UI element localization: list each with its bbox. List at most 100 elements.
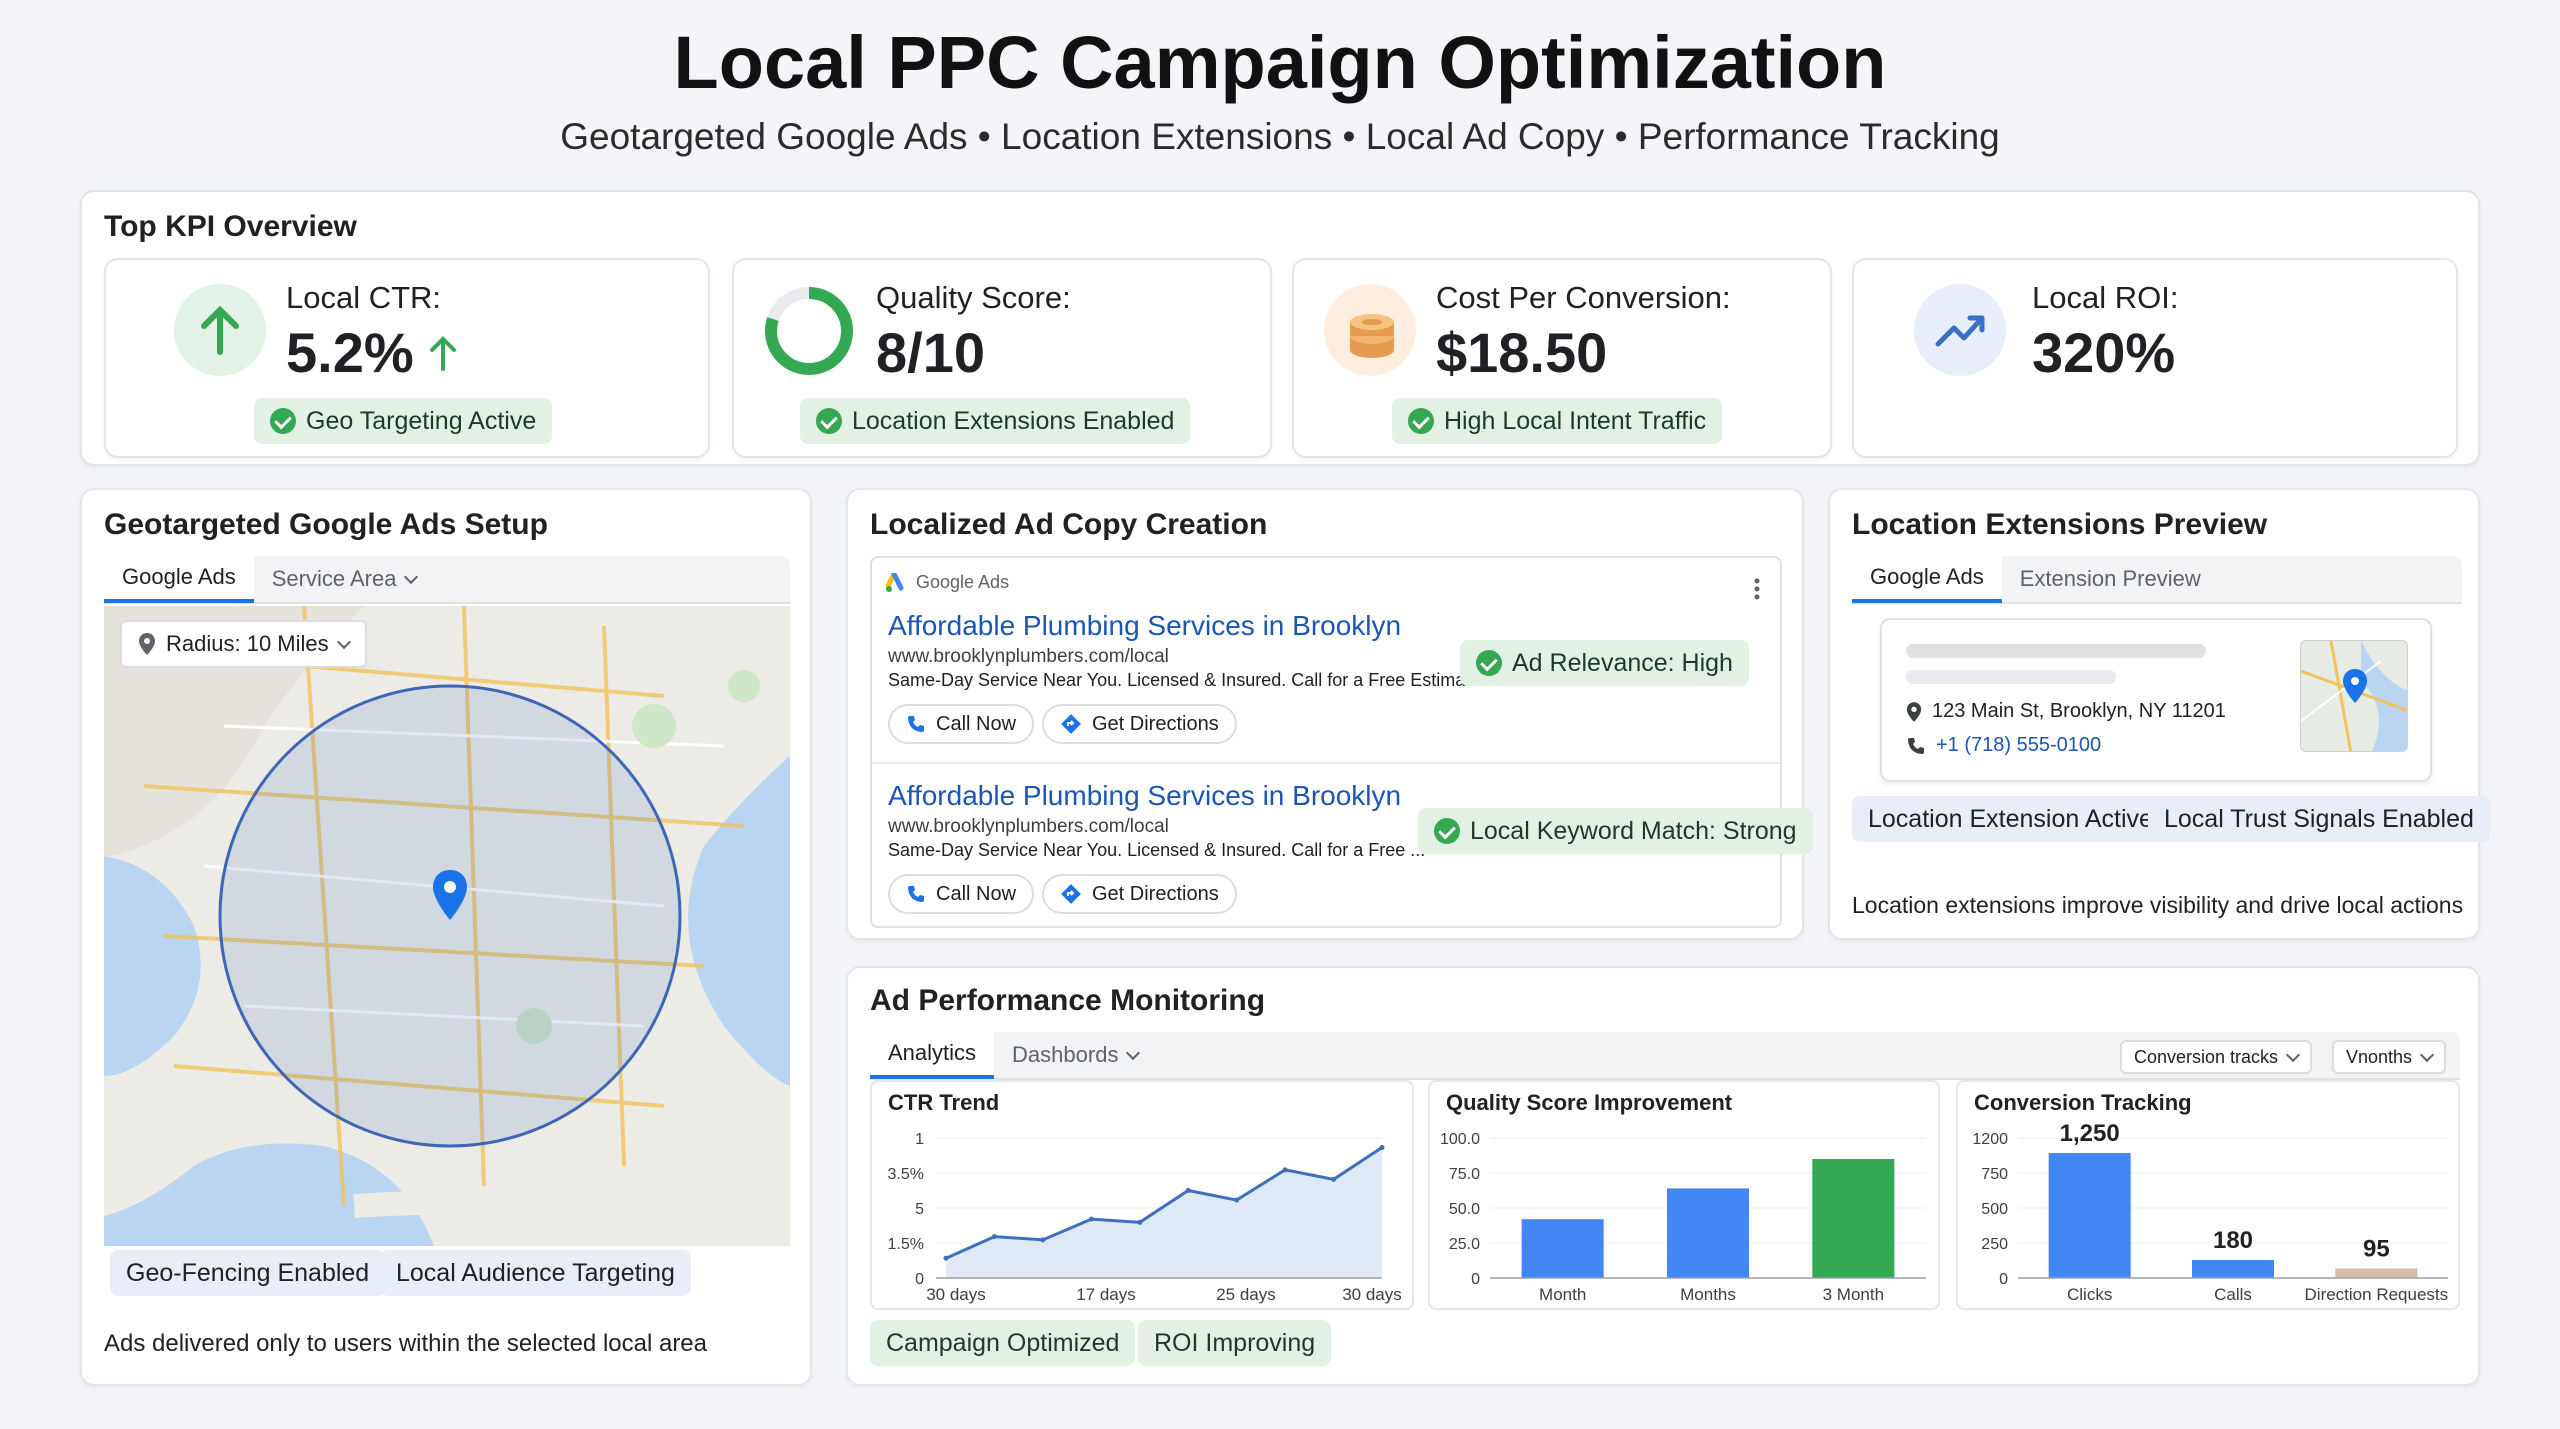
trending-up-icon [1914,284,2006,376]
conversion-tracks-dropdown[interactable]: Conversion tracks [2120,1040,2313,1074]
call-now-button[interactable]: Call Now [888,704,1035,744]
radius-dropdown[interactable]: Radius: 10 Miles [120,620,367,668]
kpi-value-text: 5.2% [286,321,414,384]
kpi-value: $18.50 [1436,321,1608,384]
get-directions-button[interactable]: Get Directions [1042,704,1237,744]
y-tick-label: 50.0 [1449,1201,1480,1218]
y-tick-label: 750 [1981,1166,2008,1183]
map-pin-icon[interactable] [430,868,470,924]
kpi-card-quality-score[interactable]: Quality Score: 8/10 Location Extensions … [732,258,1272,458]
tab-google-ads[interactable]: Google Ads [104,555,254,603]
ctr-point [1282,1167,1288,1173]
kpi-label: Local ROI: [2032,280,2179,315]
page-title: Local PPC Campaign Optimization [673,21,1887,104]
kpi-label: Quality Score: [876,280,1071,315]
chart-title: CTR Trend [888,1090,1000,1115]
y-tick-label: 5 [915,1201,924,1218]
geotargeting-panel: Geotargeted Google Ads Setup Google Ads … [80,488,812,1386]
ctr-point [991,1234,997,1240]
ad-relevance-badge: Ad Relevance: High [1460,640,1749,686]
y-tick-label: 1.5% [888,1236,924,1253]
quality-score-ring [765,287,853,375]
ad-headline[interactable]: Affordable Plumbing Services in Brooklyn [888,610,1402,641]
ctr-line [945,1146,1383,1260]
kpi-card-ctr[interactable]: Local CTR: 5.2% Geo Targeting Active [104,258,710,458]
more-vert-icon[interactable] [1754,578,1760,605]
ad-description: Same-Day Service Near You. Licensed & In… [888,840,1426,860]
get-directions-button[interactable]: Get Directions [1042,874,1237,914]
geo-tabs: Google Ads Service Area [104,555,790,604]
location-pin-icon [139,633,155,655]
check-icon [1408,408,1434,434]
kpi-label: Cost Per Conversion: [1436,280,1731,315]
conversion-tracking-chart: Conversion Tracking 1200 750 500 250 0 Clicks… [1956,1080,2460,1310]
panel-title: Ad Performance Monitoring [870,984,1266,1017]
ctr-point [1185,1188,1191,1193]
tab-analytics[interactable]: Analytics [870,1031,995,1079]
months-dropdown[interactable]: Vnonths [2332,1040,2447,1074]
ad-url: www.brooklynplumbers.com/local [888,816,1169,837]
chevron-down-icon [404,569,419,584]
ctr-area [946,1147,1382,1278]
check-icon [1476,650,1502,676]
directions-icon [1061,884,1081,904]
chevron-down-icon [2285,1047,2301,1062]
kpi-section: Top KPI Overview Local CTR: 5.2% Geo Tar… [80,190,2480,466]
tab-service-area[interactable]: Service Area [254,555,435,603]
chevron-down-icon [336,634,351,649]
tab-google-ads[interactable]: Google Ads [1852,555,2002,603]
panel-title: Geotargeted Google Ads Setup [104,508,548,541]
y-tick-label: 75.0 [1449,1166,1480,1183]
bar [2048,1153,2131,1278]
y-tick-label: 0 [1999,1271,2008,1288]
ad-headline[interactable]: Affordable Plumbing Services in Brooklyn [888,780,1402,811]
ctr-point [1137,1219,1143,1225]
placeholder-line [1906,644,2206,658]
call-now-button[interactable]: Call Now [888,874,1035,914]
placeholder-line [1906,670,2116,684]
chart-title: Quality Score Improvement [1446,1090,1733,1115]
y-tick-label: 100.0 [1440,1131,1480,1148]
kpi-value: 320% [2032,321,2176,384]
service-area-map[interactable]: Radius: 10 Miles [104,606,790,1246]
kpi-value: 5.2% [286,320,458,385]
directions-icon [1061,714,1081,734]
y-tick-label: 0 [915,1271,924,1288]
arrow-up-icon [174,284,266,376]
x-tick-label: 25 days [1216,1285,1276,1304]
y-tick-label: 25.0 [1449,1236,1480,1253]
x-tick-label: 30 days [1342,1285,1402,1304]
ctr-trend-chart: CTR Trend 1 3.5% 5 1.5% 0 30 days 17 days 25 da… [870,1080,1414,1310]
performance-panel: Ad Performance Monitoring Analytics Dash… [846,966,2480,1386]
kpi-label: Local CTR: [286,280,442,315]
kpi-card-cost-per-conversion[interactable]: Cost Per Conversion: $18.50 High Local I… [1292,258,1832,458]
geo-fencing-badge: Geo-Fencing Enabled [110,1250,386,1296]
x-tick-label: Calls [2214,1285,2252,1304]
bar [1667,1188,1749,1278]
data-label: 95 [2363,1236,2390,1263]
ctr-point [1379,1145,1385,1151]
ad-copy-panel: Localized Ad Copy Creation Google Ads Af… [846,488,1813,940]
ad-url: www.brooklynplumbers.com/local [888,646,1169,667]
panel-caption: Location extensions improve visibility a… [1852,892,2464,918]
x-tick-label: Month [1539,1285,1586,1304]
mini-map[interactable] [2300,640,2408,752]
tab-extension-preview[interactable]: Extension Preview [2019,566,2201,591]
y-tick-label: 250 [1981,1236,2008,1253]
bar [1812,1159,1895,1278]
coins-icon [1324,284,1416,376]
tab-dashboards[interactable]: Dashbords [994,1031,1156,1079]
y-tick-label: 500 [1981,1201,2008,1218]
phone-icon [1908,737,1924,754]
ad-description: Same-Day Service Near You. Licensed & In… [888,670,1486,690]
quality-score-chart: Quality Score Improvement 100.0 75.0 50.0 2… [1428,1080,1940,1310]
phone-row[interactable]: +1 (718) 555-0100 [1906,734,2101,757]
y-tick-label: 1 [915,1131,924,1148]
kpi-card-roi[interactable]: Local ROI: 320% [1852,258,2458,458]
location-extension-badge: Location Extension Active [1852,796,2169,842]
x-tick-label: Direction Requests [2305,1285,2449,1304]
x-tick-label: 30 days [926,1285,986,1304]
y-tick-label: 3.5% [888,1166,924,1183]
ctr-point [943,1255,949,1261]
panel-title: Localized Ad Copy Creation [870,508,1268,541]
